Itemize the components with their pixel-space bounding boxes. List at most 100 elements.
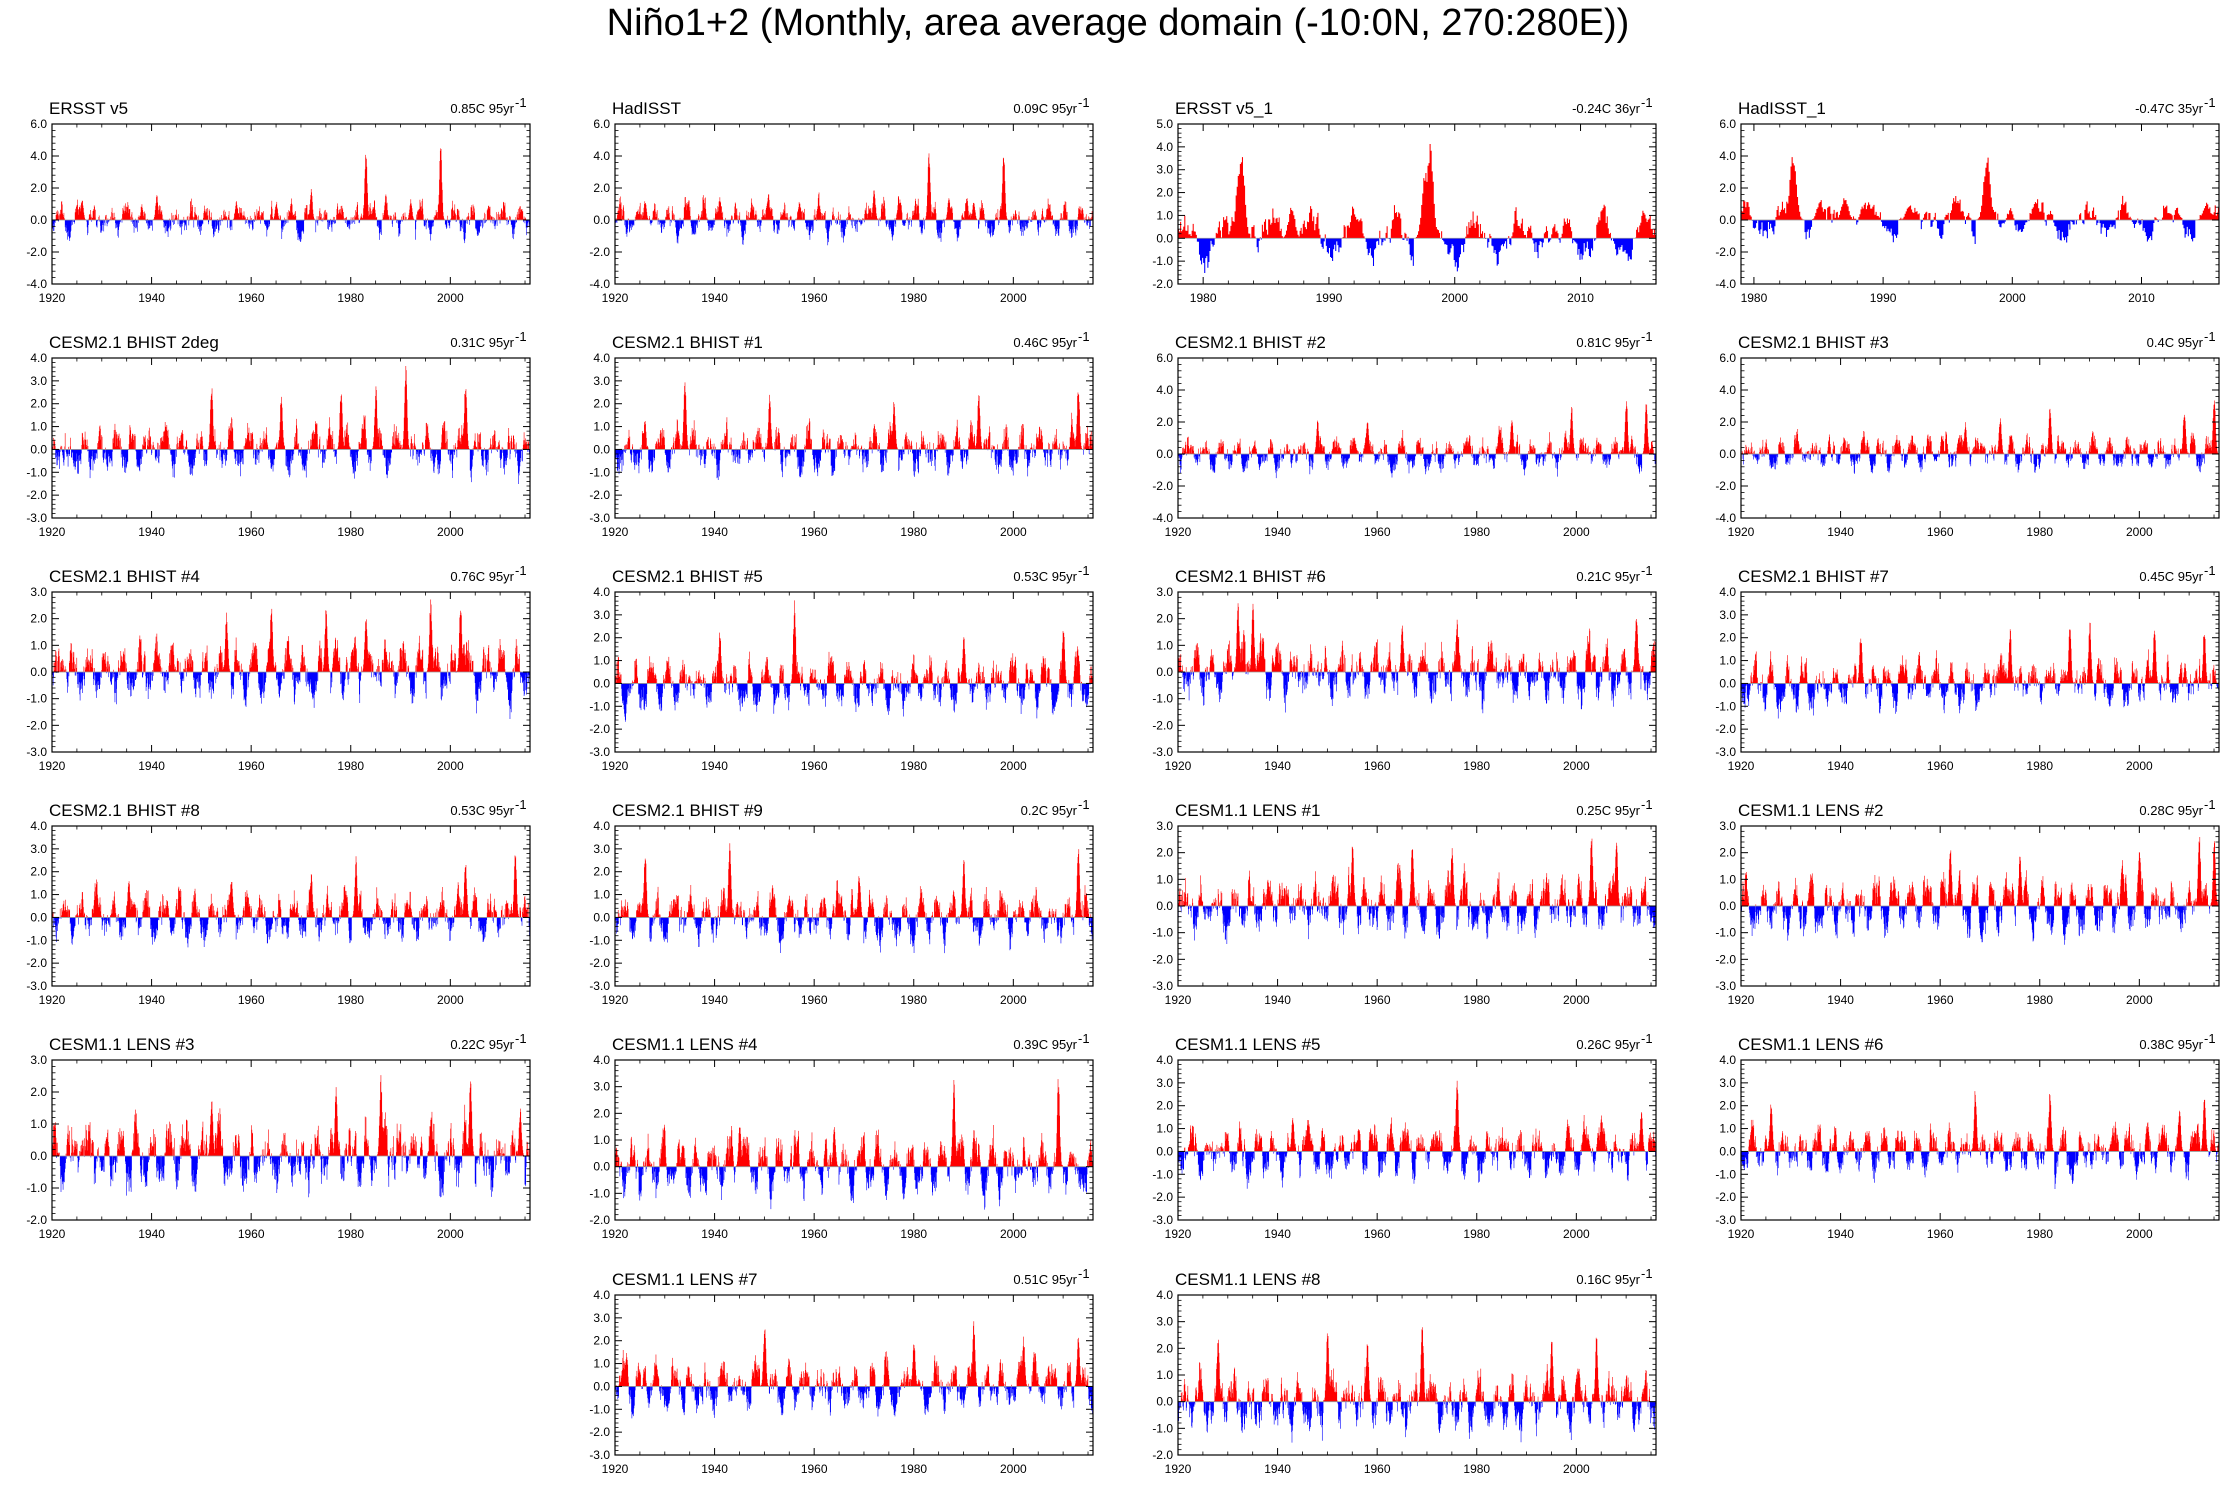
x-tick-label: 2000 [1000,1462,1027,1476]
y-tick-label: 3.0 [1156,1076,1173,1090]
panel-trend: 0.85C 95yr [450,101,514,116]
y-tick-label: 4.0 [593,351,610,365]
y-tick-label: 2.0 [30,181,47,195]
negative-anomaly-bars [1178,906,1657,945]
y-tick-label: 1.0 [1719,872,1736,886]
x-tick-label: 2000 [437,1227,464,1241]
x-tick-label: 2000 [1563,759,1590,773]
x-tick-label: 1990 [1870,291,1897,305]
y-tick-label: -3.0 [26,745,47,759]
y-tick-label: 3.0 [30,842,47,856]
y-tick-label: 3.0 [1719,1076,1736,1090]
positive-anomaly-bars [615,1079,1094,1167]
panel-trend: 0.25C 95yr [1576,803,1640,818]
y-tick-label: 4.0 [1156,1053,1173,1067]
y-tick-label: 3.0 [593,1080,610,1094]
x-tick-label: 1920 [39,759,66,773]
y-tick-label: -4.0 [1152,511,1173,525]
x-tick-label: 1940 [701,291,728,305]
y-tick-label: 1.0 [593,1357,610,1371]
x-tick-label: 1960 [238,291,265,305]
x-tick-label: 1960 [1364,1227,1391,1241]
x-tick-label: 1940 [701,993,728,1007]
plot-frame [1177,357,1657,519]
trend-superscript: -1 [1078,1266,1090,1281]
positive-anomaly-bars [1748,1091,2220,1152]
y-tick-label: -3.0 [589,979,610,993]
x-tick-label: 1990 [1316,291,1343,305]
x-tick-label: 1980 [2026,525,2053,539]
plot-frame [1177,1294,1657,1456]
panel-4: HadISST_1 -0.47C 35yr -1 -4.0 -2.0 0.0 2.0 4.0 6… [1715,95,2220,305]
panel-title: CESM1.1 LENS #3 [49,1035,195,1054]
x-tick-label: 1980 [2026,993,2053,1007]
y-tick-label: 3.0 [30,374,47,388]
figure-title: Niño1+2 (Monthly, area average domain (-… [606,2,1630,44]
y-tick-label: 0.0 [593,213,610,227]
x-tick-label: 1960 [1364,1462,1391,1476]
panel-title: CESM2.1 BHIST #2 [1175,333,1326,352]
y-tick-label: 0.0 [593,442,610,456]
y-tick-label: 4.0 [30,819,47,833]
y-tick-label: 2.0 [593,1106,610,1120]
x-tick-label: 1980 [900,1462,927,1476]
y-tick-label: 3.0 [1719,819,1736,833]
y-tick-label: 1.0 [1719,654,1736,668]
panel-trend: 0.21C 95yr [1576,569,1640,584]
trend-superscript: -1 [1641,95,1653,110]
y-tick-label: -2.0 [1715,479,1736,493]
x-tick-label: 1960 [238,993,265,1007]
x-tick-label: 1920 [1728,993,1755,1007]
y-tick-label: 5.0 [1156,117,1173,131]
x-tick-label: 2000 [1999,291,2026,305]
y-tick-label: -1.0 [1152,254,1173,268]
x-tick-label: 2000 [1000,993,1027,1007]
x-tick-label: 1980 [900,1227,927,1241]
x-tick-label: 2000 [1000,1227,1027,1241]
x-tick-label: 1940 [1264,759,1291,773]
y-tick-label: -2.0 [589,1425,610,1439]
panel-trend: 0.39C 95yr [1013,1037,1077,1052]
y-tick-label: 3.0 [1156,819,1173,833]
panel-7: CESM2.1 BHIST #2 0.81C 95yr -1 -4.0 -2.0 0.0 2… [1152,329,1657,539]
y-tick-label: -4.0 [589,277,610,291]
x-tick-label: 1920 [1165,993,1192,1007]
y-tick-label: 6.0 [1719,117,1736,131]
x-tick-label: 1920 [602,759,629,773]
y-tick-label: 1.0 [593,1133,610,1147]
negative-anomaly-bars [615,220,1092,246]
y-tick-label: 4.0 [1156,1288,1173,1302]
panel-trend: 0.22C 95yr [450,1037,514,1052]
x-tick-label: 1980 [2026,759,2053,773]
y-tick-label: 2.0 [1156,186,1173,200]
trend-superscript: -1 [515,329,527,344]
x-tick-label: 1960 [1364,759,1391,773]
panel-14: CESM2.1 BHIST #9 0.2C 95yr -1 -3.0 -2.0 -1.0 0… [589,797,1094,1007]
y-tick-label: 0.0 [1156,231,1173,245]
panel-trend: 0.16C 95yr [1576,1272,1640,1287]
x-tick-label: 2000 [437,525,464,539]
y-tick-label: 4.0 [593,585,610,599]
y-tick-label: 3.0 [1156,585,1173,599]
x-tick-label: 1980 [1463,525,1490,539]
y-tick-label: -1.0 [589,933,610,947]
trend-superscript: -1 [1078,95,1090,110]
y-tick-label: 2.0 [1719,181,1736,195]
y-tick-label: 0.0 [593,676,610,690]
plot-frame [614,825,1094,987]
panel-3: ERSST v5_1 -0.24C 36yr -1 -2.0 -1.0 0.0 1.0 2.0… [1152,95,1657,305]
y-tick-label: -1.0 [26,933,47,947]
x-tick-label: 2000 [2126,759,2153,773]
x-tick-label: 1980 [1463,993,1490,1007]
negative-anomaly-bars [1181,672,1651,714]
y-tick-label: 6.0 [1156,351,1173,365]
x-tick-label: 2000 [1563,525,1590,539]
y-tick-label: 3.0 [1719,608,1736,622]
y-tick-label: 4.0 [593,819,610,833]
positive-anomaly-bars [1180,1327,1657,1402]
y-tick-label: -2.0 [589,245,610,259]
y-tick-label: -2.0 [589,1213,610,1227]
positive-anomaly-bars [1745,622,2219,684]
y-tick-label: -2.0 [1152,952,1173,966]
y-tick-label: 4.0 [593,1288,610,1302]
